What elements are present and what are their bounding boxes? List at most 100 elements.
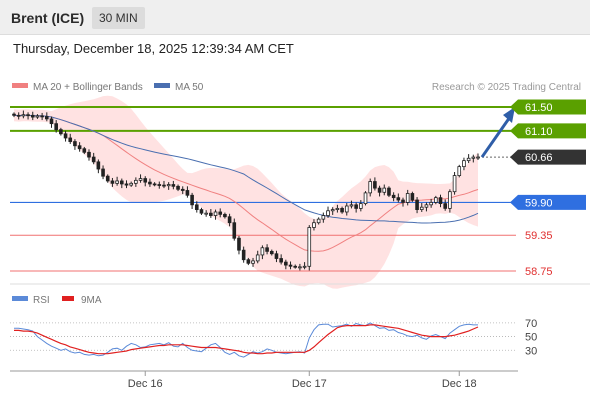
candle-body: [359, 203, 363, 209]
candle-body: [227, 216, 232, 224]
candle-body: [251, 260, 255, 264]
candle-body: [213, 211, 218, 216]
candle-body: [344, 205, 349, 213]
candle-body: [302, 265, 307, 268]
candle-body: [424, 204, 429, 208]
candle-body: [326, 210, 330, 216]
candle-body: [274, 253, 279, 259]
candle-body: [373, 181, 377, 189]
candle-body: [237, 237, 241, 251]
candle-body: [340, 207, 344, 213]
candle-body: [288, 264, 293, 267]
candle-body: [54, 123, 58, 131]
candle-body: [471, 156, 476, 159]
candle-body: [335, 207, 340, 210]
candle-body: [166, 184, 171, 187]
candle-body: [284, 261, 288, 266]
price-label-box: [510, 149, 586, 165]
candle-body: [180, 188, 185, 191]
candle-body: [35, 115, 40, 118]
pivot-label-box: [510, 194, 586, 210]
credit-text: Research © 2025 Trading Central: [432, 82, 581, 93]
candle-body: [443, 203, 447, 209]
candle-body: [265, 247, 269, 252]
candle-body: [162, 184, 166, 187]
candle-body: [96, 161, 101, 170]
ma20-legend-swatch: [12, 83, 28, 88]
candle-body: [115, 180, 119, 184]
candle-body: [199, 209, 204, 214]
bollinger-band-area: [14, 95, 478, 289]
rsi-tick-70: 70: [525, 318, 537, 330]
candle-body: [218, 211, 223, 215]
candle-body: [382, 187, 387, 193]
candle-body: [368, 181, 373, 194]
candle-body: [124, 183, 129, 186]
chart-header: Brent (ICE) 30 MIN: [0, 0, 590, 35]
candle-body: [171, 184, 176, 187]
candle-body: [209, 212, 213, 216]
x-tick-label: Dec 16: [128, 378, 163, 390]
level-label-61-50: 61.50: [525, 102, 553, 114]
candle-body: [223, 213, 227, 218]
candle-body: [363, 192, 368, 205]
rsi-line: [14, 322, 478, 358]
candle-body: [59, 129, 63, 135]
candle-body: [129, 182, 133, 186]
candle-body: [410, 193, 415, 201]
candle-body: [298, 266, 302, 269]
rsi-lines: [14, 322, 479, 358]
level-label-59-90: 59.90: [525, 197, 553, 209]
instrument-title: Brent (ICE): [11, 10, 85, 26]
candle-body: [316, 218, 321, 224]
level-label-58-75: 58.75: [525, 266, 553, 278]
candle-body: [279, 258, 283, 263]
candle-body: [152, 183, 157, 186]
candle-body: [63, 133, 68, 139]
candle-body: [68, 137, 73, 142]
candle-body: [255, 254, 260, 262]
bollinger-band: [14, 95, 478, 289]
candle-body: [377, 187, 382, 193]
candle-body: [434, 197, 438, 203]
candle-body: [293, 265, 298, 268]
moving-averages: [13, 114, 479, 252]
candle-body: [73, 141, 77, 147]
target-arrow: [480, 106, 515, 158]
candle-body: [119, 180, 124, 185]
candle-body: [16, 114, 21, 117]
candle-body: [241, 249, 246, 261]
ma9-legend-label: 9MA: [81, 295, 102, 306]
candle-body: [49, 118, 54, 125]
level-label-61-10: 61.10: [525, 126, 553, 138]
candle-body: [176, 185, 180, 190]
candle-body: [349, 204, 354, 207]
candle-body: [82, 148, 87, 153]
rsi-tick-30: 30: [525, 345, 537, 357]
rsi-legend-label: RSI: [33, 295, 50, 306]
candle-body: [476, 156, 480, 159]
candle-body: [87, 151, 91, 158]
candle-body: [232, 222, 237, 239]
candle-body: [30, 114, 35, 118]
candle-body: [110, 180, 115, 184]
candle-body: [138, 178, 143, 181]
candle-body: [307, 227, 312, 267]
x-axis-ticks: Dec 16 Dec 17 Dec 18: [128, 371, 477, 390]
timestamp: Thursday, December 18, 2025 12:39:34 AM …: [13, 41, 294, 56]
resistance-label-box: [510, 99, 586, 115]
candle-body: [45, 116, 49, 120]
x-tick-label: Dec 17: [292, 378, 327, 390]
candle-body: [105, 175, 110, 182]
candle-body: [387, 187, 391, 196]
ma50-line: [13, 114, 479, 224]
rsi-ma9-line: [14, 324, 479, 355]
ma20-legend-label: MA 20 + Bollinger Bands: [33, 82, 143, 93]
ma9-legend-swatch: [62, 296, 74, 301]
candle-body: [134, 179, 138, 184]
rsi-tick-50: 50: [525, 332, 537, 344]
candle-body: [269, 250, 274, 255]
candle-body: [354, 204, 358, 209]
timeframe-button[interactable]: 30 MIN: [92, 7, 145, 29]
